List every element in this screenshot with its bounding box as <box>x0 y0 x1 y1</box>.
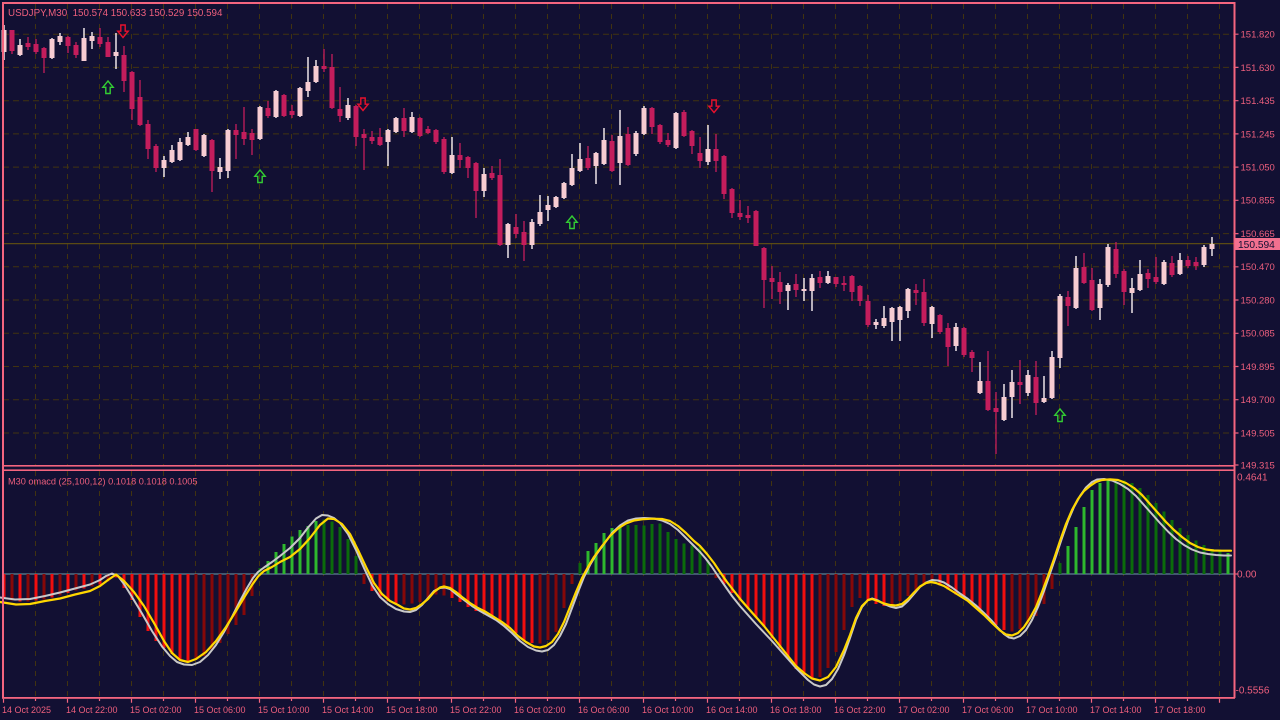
svg-text:150.855: 150.855 <box>1241 196 1275 207</box>
svg-text:150.594: 150.594 <box>1238 240 1275 251</box>
svg-text:15 Oct 22:00: 15 Oct 22:00 <box>450 705 502 715</box>
svg-text:149.505: 149.505 <box>1241 428 1275 439</box>
svg-text:15 Oct 10:00: 15 Oct 10:00 <box>258 705 310 715</box>
svg-text:149.700: 149.700 <box>1241 395 1275 406</box>
svg-text:0.4641: 0.4641 <box>1237 473 1268 484</box>
svg-text:15 Oct 02:00: 15 Oct 02:00 <box>130 705 182 715</box>
svg-text:149.315: 149.315 <box>1241 460 1275 471</box>
svg-text:15 Oct 18:00: 15 Oct 18:00 <box>386 705 438 715</box>
svg-text:17 Oct 14:00: 17 Oct 14:00 <box>1090 705 1142 715</box>
svg-text:151.050: 151.050 <box>1241 163 1275 174</box>
svg-text:16 Oct 22:00: 16 Oct 22:00 <box>834 705 886 715</box>
svg-text:15 Oct 14:00: 15 Oct 14:00 <box>322 705 374 715</box>
svg-text:150.085: 150.085 <box>1241 329 1275 340</box>
svg-text:15 Oct 06:00: 15 Oct 06:00 <box>194 705 246 715</box>
svg-text:17 Oct 02:00: 17 Oct 02:00 <box>898 705 950 715</box>
svg-text:17 Oct 06:00: 17 Oct 06:00 <box>962 705 1014 715</box>
svg-text:16 Oct 14:00: 16 Oct 14:00 <box>706 705 758 715</box>
svg-text:150.470: 150.470 <box>1241 262 1275 273</box>
svg-text:USDJPY,M30 150.574 150.633 15: USDJPY,M30 150.574 150.633 150.529 150.5… <box>8 8 223 19</box>
svg-text:0.00: 0.00 <box>1237 569 1257 580</box>
svg-text:151.245: 151.245 <box>1241 129 1275 140</box>
svg-text:17 Oct 10:00: 17 Oct 10:00 <box>1026 705 1078 715</box>
svg-text:14 Oct 2025: 14 Oct 2025 <box>2 705 51 715</box>
svg-text:16 Oct 18:00: 16 Oct 18:00 <box>770 705 822 715</box>
svg-text:150.665: 150.665 <box>1241 229 1275 240</box>
svg-text:151.630: 151.630 <box>1241 63 1275 74</box>
svg-text:M30 omacd (25,100,12) 0.1018 0: M30 omacd (25,100,12) 0.1018 0.1018 0.10… <box>8 477 198 487</box>
svg-text:14 Oct 22:00: 14 Oct 22:00 <box>66 705 118 715</box>
svg-text:151.820: 151.820 <box>1241 30 1275 41</box>
svg-text:16 Oct 02:00: 16 Oct 02:00 <box>514 705 566 715</box>
svg-text:150.280: 150.280 <box>1241 295 1275 306</box>
svg-text:151.435: 151.435 <box>1241 96 1275 107</box>
svg-text:149.895: 149.895 <box>1241 362 1275 373</box>
svg-text:16 Oct 10:00: 16 Oct 10:00 <box>642 705 694 715</box>
svg-text:16 Oct 06:00: 16 Oct 06:00 <box>578 705 630 715</box>
svg-text:17 Oct 18:00: 17 Oct 18:00 <box>1154 705 1206 715</box>
svg-text:-0.5556: -0.5556 <box>1236 686 1270 697</box>
